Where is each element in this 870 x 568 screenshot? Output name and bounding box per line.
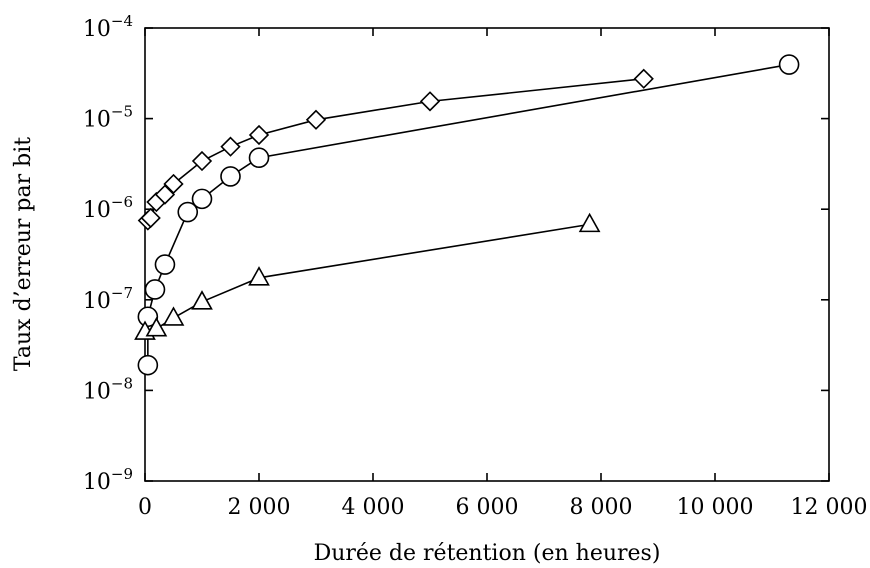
y-tick-exponent: −8 (111, 374, 133, 392)
diamond-marker (193, 152, 211, 170)
y-tick-base: 10 (83, 198, 111, 223)
triangle-marker (164, 308, 183, 325)
circle-marker (138, 356, 157, 375)
y-tick-label: 10−8 (83, 374, 133, 404)
y-tick-label: 10−4 (83, 12, 133, 42)
y-tick-exponent: −7 (111, 284, 133, 302)
circle-marker (780, 55, 799, 74)
circle-marker (155, 255, 174, 274)
x-axis-title: Durée de rétention (en heures) (314, 541, 661, 566)
x-tick-label: 12 000 (791, 495, 868, 520)
y-tick-exponent: −4 (111, 12, 133, 30)
triangle-marker (580, 214, 599, 231)
triangle-marker (193, 292, 212, 309)
circle-marker (221, 167, 240, 186)
series-circle (138, 55, 798, 375)
y-tick-base: 10 (83, 470, 111, 495)
diamond-marker (307, 111, 325, 129)
y-tick-base: 10 (83, 289, 111, 314)
series-line-triangle (145, 224, 590, 332)
diamond-marker (250, 126, 268, 144)
y-tick-label: 10−5 (83, 103, 133, 133)
y-tick-base: 10 (83, 17, 111, 42)
y-tick-exponent: −6 (111, 193, 133, 211)
diamond-marker (635, 70, 653, 88)
series-line-diamond (148, 79, 644, 221)
series-layer (136, 55, 799, 375)
y-axis-title: Taux d’erreur par bit (11, 137, 36, 371)
circle-marker (193, 189, 212, 208)
y-tick-label: 10−7 (83, 284, 133, 314)
y-tick-label: 10−9 (83, 465, 133, 495)
series-triangle (136, 214, 600, 339)
circle-marker (250, 148, 269, 167)
x-tick-label: 4 000 (342, 495, 405, 520)
y-tick-label: 10−6 (83, 193, 133, 223)
x-tick-label: 8 000 (570, 495, 633, 520)
x-tick-label: 6 000 (456, 495, 519, 520)
x-tick-label: 0 (138, 495, 152, 520)
series-line-circle (148, 65, 789, 366)
diamond-marker (421, 92, 439, 110)
y-tick-exponent: −9 (111, 465, 133, 483)
y-tick-base: 10 (83, 108, 111, 133)
diamond-marker (222, 138, 240, 156)
series-diamond (139, 70, 653, 230)
y-tick-exponent: −5 (111, 103, 133, 121)
y-tick-base: 10 (83, 379, 111, 404)
circle-marker (145, 280, 164, 299)
x-tick-label: 10 000 (677, 495, 754, 520)
x-tick-label: 2 000 (228, 495, 291, 520)
